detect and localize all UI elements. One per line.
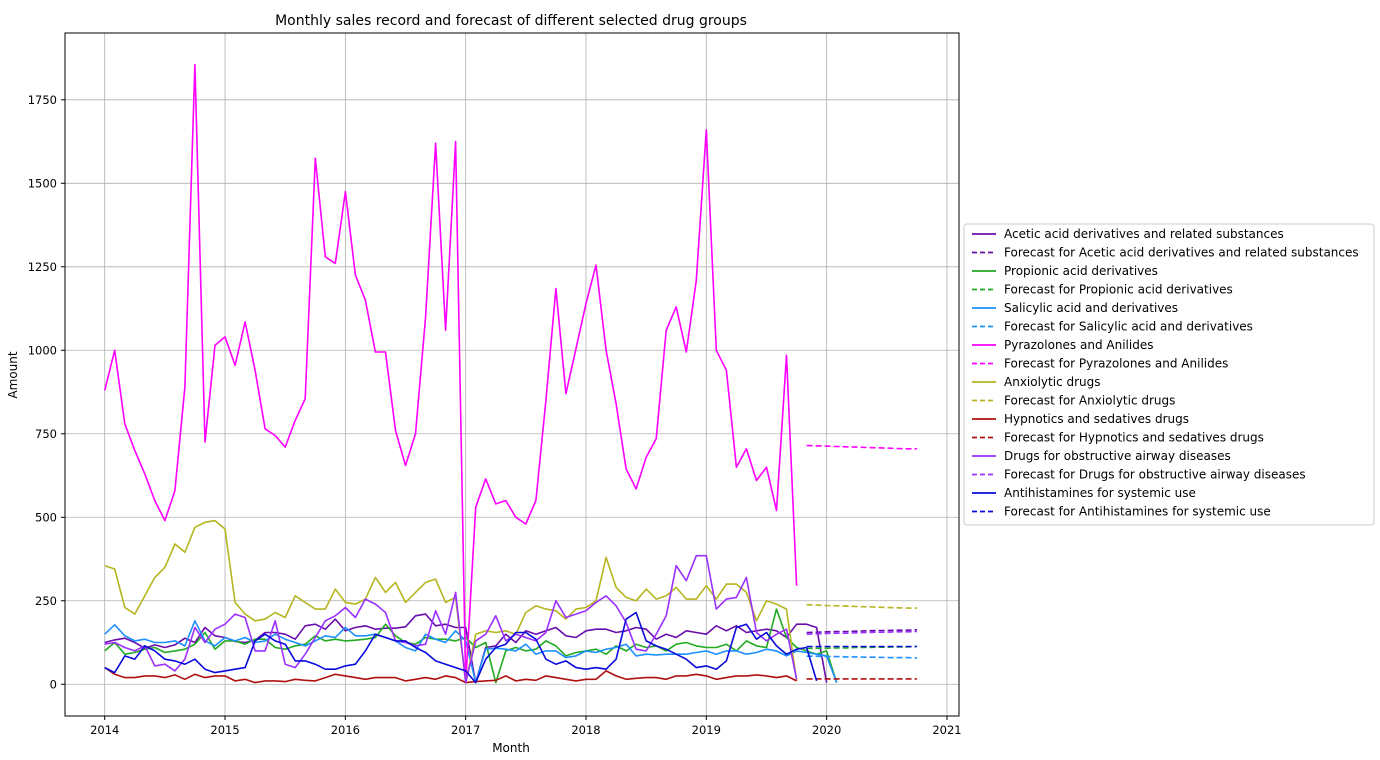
legend-item: Forecast for Pyrazolones and Anilides bbox=[972, 357, 1228, 371]
series-line-drugs-for-obstructive-airway-diseases bbox=[104, 554, 798, 684]
legend-label: Antihistamines for systemic use bbox=[1004, 486, 1196, 500]
legend-item: Forecast for Drugs for obstructive airwa… bbox=[972, 468, 1306, 482]
legend-label: Forecast for Drugs for obstructive airwa… bbox=[1004, 468, 1306, 482]
legend-box bbox=[963, 223, 1375, 526]
grid-layer bbox=[65, 33, 959, 716]
y-tick-label: 1750 bbox=[28, 93, 57, 107]
legend-item: Salicylic acid and derivatives bbox=[972, 301, 1178, 315]
legend-label: Forecast for Hypnotics and sedatives dru… bbox=[1004, 431, 1264, 445]
series-layer bbox=[103, 63, 917, 684]
legend-item: Hypnotics and sedatives drugs bbox=[972, 412, 1189, 426]
x-tick-label: 2017 bbox=[451, 723, 480, 737]
legend-item: Forecast for Acetic acid derivatives and… bbox=[972, 246, 1359, 260]
x-axis: 2014 2015 2016 2017 2018 2019 2020 2021 bbox=[90, 716, 962, 737]
series-line-hypnotics-and-sedatives-drugs bbox=[104, 666, 797, 684]
legend-item: Forecast for Hypnotics and sedatives dru… bbox=[972, 431, 1264, 445]
x-axis-title: Month bbox=[492, 741, 530, 755]
legend-label: Anxiolytic drugs bbox=[1004, 375, 1101, 389]
forecast-line-acetic-acid-derivatives-and-related-substances bbox=[806, 629, 917, 634]
x-tick-label: 2014 bbox=[90, 723, 119, 737]
legend-item: Anxiolytic drugs bbox=[972, 375, 1101, 389]
forecast-line-drugs-for-obstructive-airway-diseases bbox=[806, 630, 917, 635]
x-tick-label: 2020 bbox=[812, 723, 841, 737]
series-line-antihistamines-for-systemic-use bbox=[104, 611, 818, 684]
forecast-line-anxiolytic-drugs bbox=[806, 604, 917, 609]
x-tick-label: 2021 bbox=[932, 723, 961, 737]
legend-label: Forecast for Pyrazolones and Anilides bbox=[1004, 357, 1228, 371]
legend-label: Forecast for Antihistamines for systemic… bbox=[1004, 505, 1271, 519]
legend-label: Forecast for Propionic acid derivatives bbox=[1004, 283, 1233, 297]
y-tick-label: 500 bbox=[35, 510, 57, 524]
y-axis-title: Amount bbox=[6, 351, 20, 398]
forecast-line-pyrazolones-and-anilides bbox=[806, 444, 917, 450]
x-tick-label: 2018 bbox=[571, 723, 600, 737]
legend-label: Acetic acid derivatives and related subs… bbox=[1004, 227, 1284, 241]
legend-item: Forecast for Salicylic acid and derivati… bbox=[972, 320, 1253, 334]
y-tick-label: 1000 bbox=[28, 343, 57, 357]
legend-label: Drugs for obstructive airway diseases bbox=[1004, 449, 1231, 463]
y-tick-label: 250 bbox=[35, 594, 57, 608]
legend: Acetic acid derivatives and related subs… bbox=[963, 223, 1375, 526]
legend-item: Forecast for Propionic acid derivatives bbox=[972, 283, 1233, 297]
y-axis: 0 250 500 750 1000 1250 1500 1750 bbox=[28, 93, 65, 691]
plot-frame bbox=[64, 32, 960, 717]
y-tick-label: 0 bbox=[50, 677, 57, 691]
legend-item: Propionic acid derivatives bbox=[972, 264, 1158, 278]
legend-item: Pyrazolones and Anilides bbox=[972, 338, 1153, 352]
legend-label: Propionic acid derivatives bbox=[1004, 264, 1158, 278]
legend-item: Forecast for Antihistamines for systemic… bbox=[972, 505, 1271, 519]
legend-label: Pyrazolones and Anilides bbox=[1004, 338, 1153, 352]
legend-label: Forecast for Acetic acid derivatives and… bbox=[1004, 246, 1359, 260]
legend-item: Antihistamines for systemic use bbox=[972, 486, 1196, 500]
y-tick-label: 1250 bbox=[28, 260, 57, 274]
series-line-propionic-acid-derivatives bbox=[104, 608, 838, 684]
legend-item: Acetic acid derivatives and related subs… bbox=[972, 227, 1284, 241]
legend-item: Drugs for obstructive airway diseases bbox=[972, 449, 1231, 463]
legend-label: Forecast for Anxiolytic drugs bbox=[1004, 394, 1175, 408]
y-tick-label: 750 bbox=[35, 427, 57, 441]
legend-label: Salicylic acid and derivatives bbox=[1004, 301, 1178, 315]
legend-label: Forecast for Salicylic acid and derivati… bbox=[1004, 320, 1253, 334]
legend-item: Forecast for Anxiolytic drugs bbox=[972, 394, 1175, 408]
legend-label: Hypnotics and sedatives drugs bbox=[1004, 412, 1189, 426]
series-line-pyrazolones-and-anilides bbox=[103, 63, 798, 684]
x-tick-label: 2015 bbox=[210, 723, 239, 737]
series-line-anxiolytic-drugs bbox=[104, 519, 798, 684]
x-tick-label: 2016 bbox=[331, 723, 360, 737]
y-tick-label: 1500 bbox=[28, 176, 57, 190]
forecast-line-salicylic-acid-and-derivatives bbox=[806, 655, 917, 659]
chart-title: Monthly sales record and forecast of dif… bbox=[275, 13, 747, 29]
x-tick-label: 2019 bbox=[692, 723, 721, 737]
